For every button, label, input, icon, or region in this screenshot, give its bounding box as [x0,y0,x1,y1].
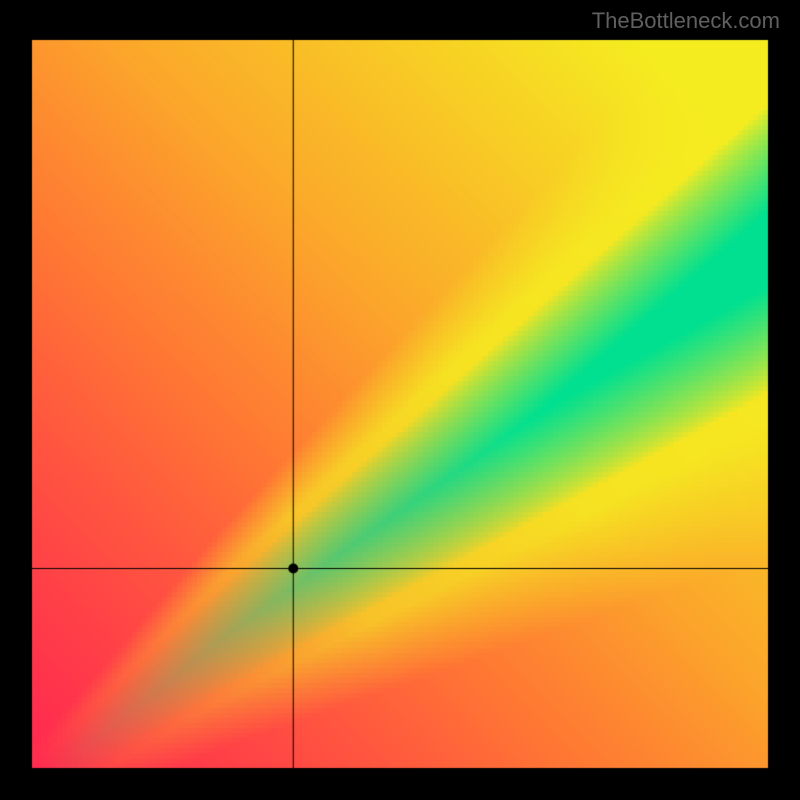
watermark-text: TheBottleneck.com [592,8,780,34]
chart-container: TheBottleneck.com [0,0,800,800]
heatmap-canvas [0,0,800,800]
